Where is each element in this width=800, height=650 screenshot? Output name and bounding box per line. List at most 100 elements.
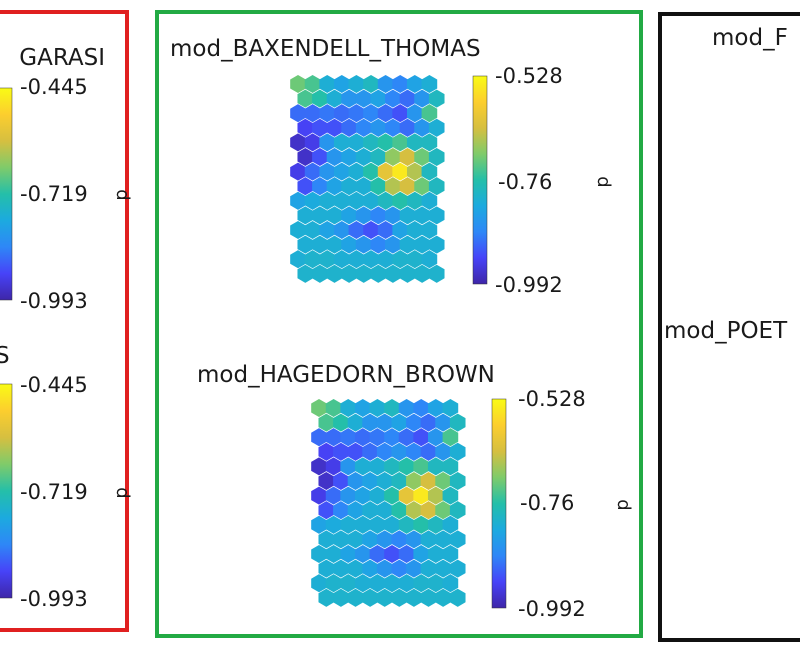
hagedorn-hex-cell bbox=[333, 559, 349, 578]
panel-title-hagedorn-brown: mod_HAGEDORN_BROWN bbox=[197, 362, 495, 388]
hagedorn-hex-cell bbox=[398, 428, 415, 447]
hagedorn-hex-cell bbox=[449, 442, 466, 461]
baxendell-hex-cell bbox=[348, 104, 365, 123]
baxendell-hex-cell bbox=[333, 104, 350, 123]
hagedorn-hex-cell bbox=[442, 486, 459, 505]
baxendell-hex-cell bbox=[348, 191, 365, 210]
colorbar-label-hagedorn: d bbox=[613, 499, 634, 510]
baxendell-hex-cell bbox=[363, 250, 379, 269]
baxendell-hex-cell bbox=[355, 235, 372, 254]
hagedorn-hex-cell bbox=[442, 457, 459, 476]
baxendell-hex-cell bbox=[385, 89, 401, 108]
hagedorn-hex-cell bbox=[406, 501, 422, 520]
panel-title-baxendell-thomas: mod_BAXENDELL_THOMAS bbox=[170, 36, 481, 62]
hagedorn-hex-cell bbox=[311, 486, 327, 505]
baxendell-hex-cell bbox=[399, 177, 416, 196]
baxendell-hex-cell bbox=[304, 191, 321, 210]
hagedorn-hex-cell bbox=[435, 559, 451, 578]
baxendell-hex-cell bbox=[370, 89, 387, 108]
baxendell-hex-cell bbox=[363, 162, 379, 181]
baxendell-hex-cell bbox=[428, 89, 445, 108]
baxendell-hex-cell bbox=[297, 206, 314, 225]
baxendell-hex-cell bbox=[428, 147, 445, 167]
baxendell-hex-cell bbox=[377, 104, 394, 123]
hagedorn-hex-cell bbox=[318, 501, 335, 520]
hagedorn-hex-cell bbox=[369, 515, 386, 534]
baxendell-hex-cell bbox=[341, 118, 357, 137]
hagedorn-hex-cell bbox=[391, 442, 408, 461]
hagedorn-hex-cell bbox=[420, 559, 437, 578]
baxendell-hex-cell bbox=[297, 177, 314, 196]
baxendell-hex-cell bbox=[428, 235, 445, 254]
hagedorn-hex-cell bbox=[311, 515, 327, 534]
hagedorn-hex-cell bbox=[333, 588, 349, 607]
hagedorn-hex-cell bbox=[384, 574, 400, 593]
panel-title-mod-f: mod_F bbox=[712, 25, 788, 51]
hagedorn-hex-cell bbox=[347, 559, 364, 578]
baxendell-hex-cell bbox=[377, 220, 394, 240]
baxendell-hex-cell bbox=[319, 162, 336, 181]
hagedorn-hex-cell bbox=[442, 574, 459, 593]
hagedorn-hex-cell bbox=[325, 486, 342, 505]
hagedorn-hex-cell bbox=[391, 471, 408, 491]
hagedorn-hex-cell bbox=[384, 486, 400, 505]
baxendell-hex-cell bbox=[385, 235, 401, 254]
baxendell-hex-cell bbox=[290, 220, 306, 240]
baxendell-hex-cell bbox=[428, 206, 445, 225]
baxendell-hex-cell bbox=[319, 250, 336, 269]
hagedorn-hex-cell bbox=[391, 530, 408, 549]
hagedorn-hex-cell bbox=[420, 501, 437, 520]
baxendell-hex-cell bbox=[290, 250, 306, 269]
hagedorn-hex-cell bbox=[340, 515, 357, 534]
hagedorn-hex-cell bbox=[369, 574, 386, 593]
tick-label-s-min: -0.993 bbox=[20, 587, 88, 611]
baxendell-hex-cell bbox=[363, 220, 379, 240]
baxendell-hex-cell bbox=[319, 74, 336, 94]
baxendell-hex-cell bbox=[326, 147, 343, 167]
baxendell-hex-cell bbox=[333, 74, 350, 94]
hagedorn-hex-cell bbox=[449, 588, 466, 607]
baxendell-hex-cell bbox=[385, 177, 401, 196]
hagedorn-hex-cell bbox=[449, 530, 466, 549]
colorbar-label-baxendell: d bbox=[593, 176, 614, 187]
hagedorn-hex-cell bbox=[413, 544, 430, 564]
hagedorn-hex-cell bbox=[384, 457, 400, 476]
hagedorn-hex-cell bbox=[369, 486, 386, 505]
hagedorn-hex-cell bbox=[391, 501, 408, 520]
hagedorn-hex-cell bbox=[325, 574, 342, 593]
baxendell-hex-cell bbox=[392, 250, 409, 269]
hagedorn-hex-cell bbox=[354, 544, 371, 564]
baxendell-hex-cell bbox=[428, 118, 445, 137]
hagedorn-hex-cell bbox=[413, 515, 430, 534]
middle-group-frame bbox=[155, 10, 643, 638]
baxendell-hex-cell bbox=[355, 206, 372, 225]
hagedorn-hex-cell bbox=[406, 442, 422, 461]
baxendell-hex-cell bbox=[355, 264, 372, 283]
baxendell-hex-cell bbox=[319, 220, 336, 240]
baxendell-hex-cell bbox=[414, 118, 430, 137]
hagedorn-hex-cell bbox=[442, 398, 459, 418]
baxendell-hex-cell bbox=[341, 235, 357, 254]
tick-label-garasi-mid: -0.719 bbox=[20, 182, 88, 206]
baxendell-hex-cell bbox=[333, 220, 350, 240]
hagedorn-hex-cell bbox=[376, 559, 393, 578]
hagedorn-hex-cell bbox=[435, 471, 451, 491]
baxendell-hex-cell bbox=[341, 264, 357, 283]
baxendell-hex-cell bbox=[348, 74, 365, 94]
baxendell-hex-cell bbox=[428, 177, 445, 196]
hagedorn-hex-cell bbox=[449, 471, 466, 491]
hagedorn-hex-cell bbox=[420, 530, 437, 549]
baxendell-hex-cell bbox=[421, 250, 438, 269]
baxendell-hex-cell bbox=[392, 133, 409, 152]
baxendell-hex-cell bbox=[399, 206, 416, 225]
baxendell-hex-cell bbox=[290, 74, 306, 94]
hex-map-hagedorn-brown bbox=[311, 398, 466, 607]
tick-label-hagedorn-max: -0.528 bbox=[518, 387, 586, 411]
baxendell-hex-cell bbox=[363, 191, 379, 210]
baxendell-hex-cell bbox=[290, 133, 306, 152]
hagedorn-hex-cell bbox=[347, 588, 364, 607]
hagedorn-hex-cell bbox=[347, 442, 364, 461]
hagedorn-hex-cell bbox=[427, 574, 444, 593]
hagedorn-hex-cell bbox=[347, 530, 364, 549]
